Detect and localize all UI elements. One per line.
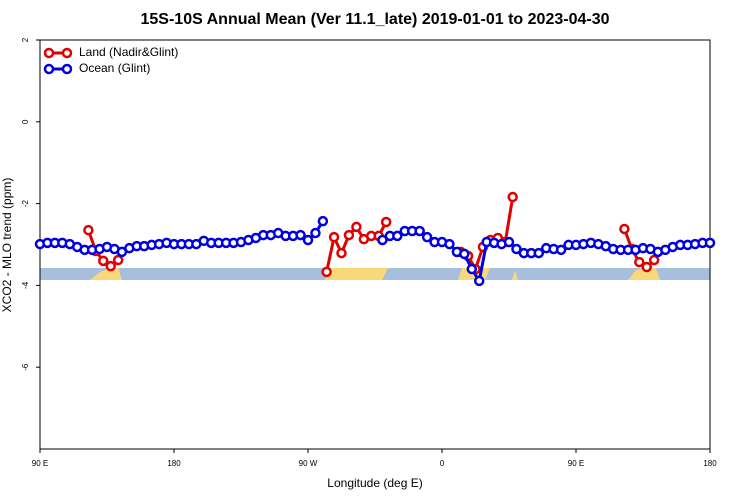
x-tick-label: 180 xyxy=(703,459,717,468)
data-point xyxy=(511,243,522,255)
data-point xyxy=(105,260,116,272)
data-point xyxy=(351,221,362,233)
legend-label: Land (Nadir&Glint) xyxy=(79,45,178,59)
data-point xyxy=(343,229,355,241)
data-point xyxy=(533,247,545,259)
legend-marker xyxy=(43,63,55,75)
data-point xyxy=(83,224,94,236)
y-tick-label: 2 xyxy=(21,37,30,42)
data-point xyxy=(473,275,485,287)
x-tick-label: 0 xyxy=(440,459,445,468)
data-point xyxy=(507,191,518,203)
y-axis-label: XCO2 - MLO trend (ppm) xyxy=(0,178,14,313)
x-tick-label: 90 W xyxy=(299,459,318,468)
y-tick-label: 0 xyxy=(21,119,30,124)
data-point xyxy=(377,234,388,246)
x-tick-label: 90 E xyxy=(568,459,584,468)
data-point xyxy=(414,225,425,237)
data-point xyxy=(641,261,652,273)
y-tick-label: -6 xyxy=(21,363,30,371)
data-point xyxy=(98,255,109,267)
data-point xyxy=(295,229,306,241)
data-point xyxy=(302,234,314,246)
chart-title: 15S-10S Annual Mean (Ver 11.1_late) 2019… xyxy=(141,11,610,28)
data-point xyxy=(392,230,403,242)
data-point xyxy=(112,254,124,266)
data-point xyxy=(459,248,470,260)
data-point xyxy=(444,238,455,250)
data-point xyxy=(466,263,478,275)
legend-marker xyxy=(61,63,73,75)
data-point xyxy=(380,216,392,228)
y-tick-label: -2 xyxy=(21,199,30,207)
x-tick-label: 180 xyxy=(167,459,181,468)
data-point xyxy=(421,231,433,243)
x-tick-label: 90 E xyxy=(32,459,48,468)
data-point xyxy=(336,247,347,259)
data-point xyxy=(328,231,340,243)
data-point xyxy=(310,227,321,239)
data-point xyxy=(321,266,332,278)
data-point xyxy=(555,244,567,256)
data-point xyxy=(704,237,716,249)
surface-strip xyxy=(40,268,710,280)
legend-marker xyxy=(43,47,55,59)
data-point xyxy=(634,256,645,268)
y-tick-label: -4 xyxy=(21,281,30,289)
data-point xyxy=(503,236,515,248)
x-axis-label: Longitude (deg E) xyxy=(327,476,422,490)
legend-marker xyxy=(61,47,73,59)
data-point xyxy=(317,215,329,227)
data-point xyxy=(648,254,660,266)
legend-label: Ocean (Glint) xyxy=(79,61,150,75)
data-point xyxy=(619,223,630,235)
